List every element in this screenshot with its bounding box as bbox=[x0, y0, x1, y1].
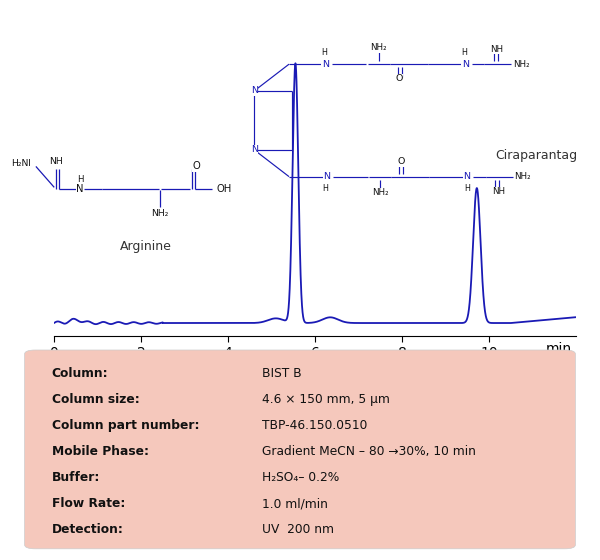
Text: O: O bbox=[395, 74, 403, 83]
Text: N: N bbox=[462, 60, 469, 69]
Text: NH₂: NH₂ bbox=[513, 60, 529, 69]
Text: O: O bbox=[193, 161, 200, 171]
Text: NH₂: NH₂ bbox=[151, 209, 169, 218]
Text: NH: NH bbox=[50, 157, 63, 166]
Text: O: O bbox=[397, 157, 404, 166]
Text: Column size:: Column size: bbox=[52, 393, 139, 405]
Text: H: H bbox=[321, 48, 326, 57]
Text: H: H bbox=[322, 184, 328, 193]
Text: Arginine: Arginine bbox=[119, 240, 171, 253]
Text: NH: NH bbox=[17, 160, 31, 169]
Text: NH₂: NH₂ bbox=[514, 172, 531, 181]
Text: OH: OH bbox=[216, 184, 232, 194]
Text: Buffer:: Buffer: bbox=[52, 471, 100, 484]
Text: BIST B: BIST B bbox=[262, 366, 302, 380]
Text: H: H bbox=[77, 175, 83, 184]
FancyBboxPatch shape bbox=[25, 350, 575, 549]
Text: N: N bbox=[464, 172, 470, 181]
Text: H: H bbox=[464, 184, 470, 193]
Text: H₂N: H₂N bbox=[11, 160, 28, 169]
Text: H: H bbox=[461, 48, 467, 57]
Text: N: N bbox=[323, 172, 331, 181]
Text: 4.6 × 150 mm, 5 μm: 4.6 × 150 mm, 5 μm bbox=[262, 393, 390, 405]
Text: NH₂: NH₂ bbox=[372, 188, 389, 198]
Text: N: N bbox=[76, 184, 84, 194]
Text: Detection:: Detection: bbox=[52, 523, 124, 536]
Text: Column part number:: Column part number: bbox=[52, 419, 199, 432]
Text: NH: NH bbox=[492, 187, 505, 196]
Text: Ciraparantag: Ciraparantag bbox=[495, 149, 577, 162]
Text: Mobile Phase:: Mobile Phase: bbox=[52, 445, 149, 458]
Text: N: N bbox=[251, 86, 258, 95]
Text: UV  200 nm: UV 200 nm bbox=[262, 523, 334, 536]
Text: Column:: Column: bbox=[52, 366, 108, 380]
Text: Flow Rate:: Flow Rate: bbox=[52, 497, 125, 510]
Text: H₂SO₄– 0.2%: H₂SO₄– 0.2% bbox=[262, 471, 340, 484]
Text: NH₂: NH₂ bbox=[371, 43, 387, 53]
Text: NH: NH bbox=[490, 45, 503, 54]
Text: N: N bbox=[251, 146, 258, 155]
Text: TBP-46.150.0510: TBP-46.150.0510 bbox=[262, 419, 368, 432]
Text: N: N bbox=[322, 60, 329, 69]
Text: 1.0 ml/min: 1.0 ml/min bbox=[262, 497, 328, 510]
Text: Gradient MeCN – 80 →30%, 10 min: Gradient MeCN – 80 →30%, 10 min bbox=[262, 445, 476, 458]
Text: min: min bbox=[545, 342, 572, 356]
